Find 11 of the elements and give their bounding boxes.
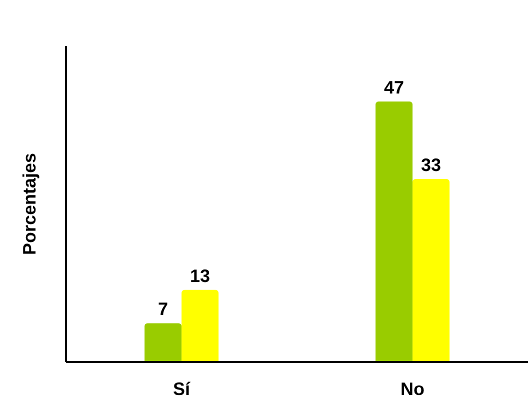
bar bbox=[376, 101, 413, 362]
data-label: 7 bbox=[158, 299, 168, 320]
y-axis-title: Porcentajes bbox=[19, 152, 40, 256]
data-label: 47 bbox=[384, 77, 404, 98]
data-label: 33 bbox=[421, 155, 442, 176]
x-tick-label: Sí bbox=[172, 378, 191, 399]
data-label: 13 bbox=[190, 266, 210, 286]
bar bbox=[412, 179, 450, 362]
x-tick-label: No bbox=[400, 378, 424, 399]
bar bbox=[182, 290, 219, 362]
bar bbox=[144, 323, 182, 362]
